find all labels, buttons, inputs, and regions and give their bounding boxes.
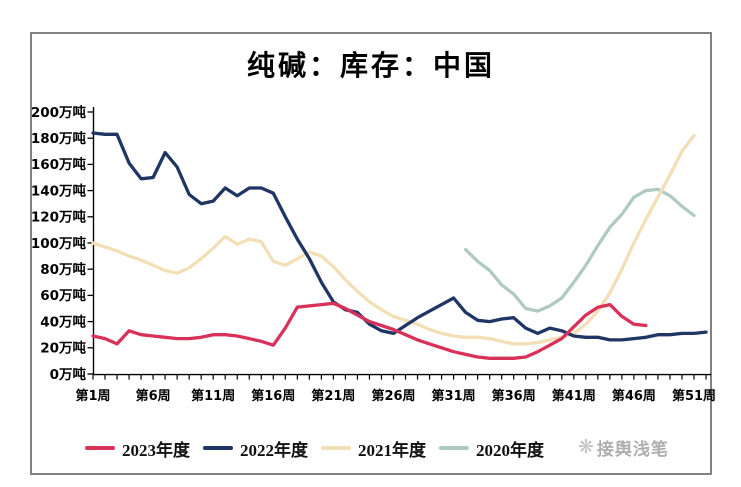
- legend-swatch-2021: [321, 446, 351, 450]
- legend-swatch-2020: [439, 446, 469, 450]
- legend-item-2020: 2020年度: [439, 436, 544, 461]
- legend-item-2022: 2022年度: [203, 436, 308, 461]
- legend-swatch-2022: [203, 446, 233, 450]
- legend-label-2020: 2020年度: [476, 440, 544, 460]
- chart-title: 纯碱：库存：中国: [246, 51, 495, 82]
- legend-item-2023: 2023年度: [85, 436, 190, 461]
- compass-rose-icon: ❋: [578, 436, 594, 458]
- legend-label-2021: 2021年度: [358, 440, 426, 460]
- legend-label-2022: 2022年度: [240, 440, 308, 460]
- legend: 2023年度 2022年度 2021年度 2020年度: [85, 436, 544, 460]
- legend-swatch-2023: [85, 446, 115, 450]
- legend-item-2021: 2021年度: [321, 436, 426, 461]
- watermark: ❋ 接舆浅笔: [578, 435, 669, 460]
- watermark-text: 接舆浅笔: [596, 440, 669, 459]
- chart-frame: [30, 32, 712, 475]
- legend-label-2023: 2023年度: [122, 440, 190, 460]
